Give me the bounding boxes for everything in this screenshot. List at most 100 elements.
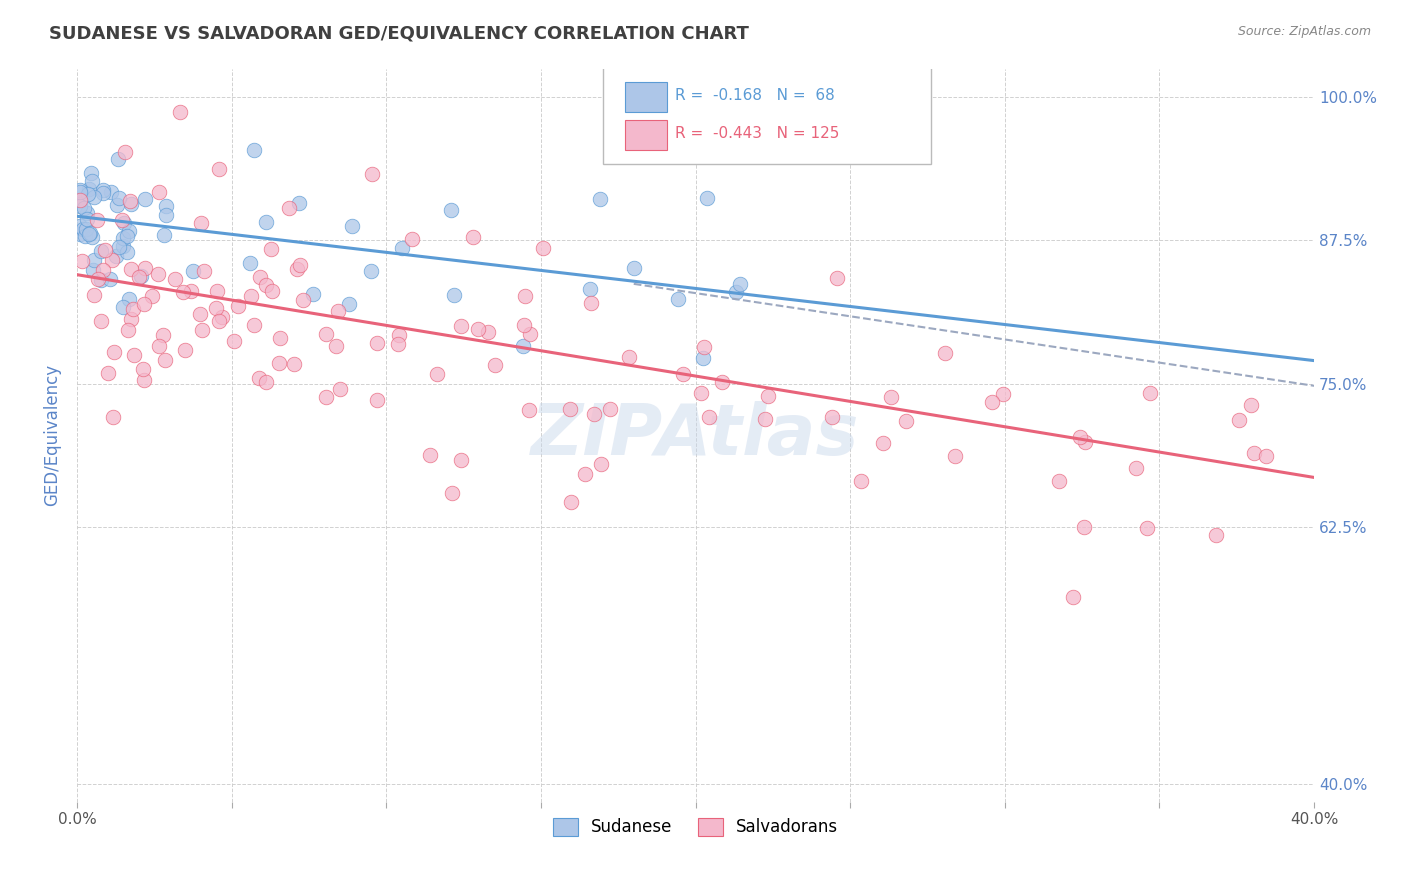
Text: SUDANESE VS SALVADORAN GED/EQUIVALENCY CORRELATION CHART: SUDANESE VS SALVADORAN GED/EQUIVALENCY C…: [49, 25, 749, 43]
Point: [208, 161, 231, 176]
Point: [118, 292, 141, 306]
Point: [72, 222, 94, 236]
Point: [82, 262, 104, 277]
Point: [148, 185, 170, 199]
FancyBboxPatch shape: [626, 82, 666, 112]
Point: [419, 448, 441, 462]
Point: [249, 269, 271, 284]
Point: [401, 232, 423, 246]
Text: Source: ZipAtlas.com: Source: ZipAtlas.com: [1237, 25, 1371, 38]
Point: [288, 196, 311, 211]
Point: [105, 198, 128, 212]
Point: [879, 390, 901, 404]
Point: [467, 322, 489, 336]
Point: [599, 402, 621, 417]
Point: [426, 368, 449, 382]
Point: [512, 339, 534, 353]
Point: [440, 203, 463, 218]
Point: [122, 348, 145, 362]
Point: [79, 227, 101, 241]
Point: [91, 263, 114, 277]
Point: [152, 228, 174, 243]
Point: [730, 277, 752, 291]
Point: [360, 167, 382, 181]
Point: [104, 249, 127, 263]
Point: [269, 331, 291, 345]
Point: [1227, 413, 1250, 427]
Point: [260, 284, 283, 298]
Text: R =  -0.168   N =  68: R = -0.168 N = 68: [675, 88, 834, 103]
Point: [211, 310, 233, 325]
Point: [617, 351, 640, 365]
Point: [180, 285, 202, 299]
Point: [77, 182, 100, 196]
Point: [75, 229, 97, 244]
Point: [153, 353, 176, 368]
Point: [589, 192, 612, 206]
Point: [134, 261, 156, 276]
Point: [77, 227, 100, 241]
Point: [388, 327, 411, 342]
Point: [574, 467, 596, 482]
Legend: Sudanese, Salvadorans: Sudanese, Salvadorans: [544, 809, 846, 845]
Point: [90, 244, 112, 259]
Point: [76, 212, 98, 227]
Point: [484, 359, 506, 373]
Point: [696, 191, 718, 205]
Point: [441, 486, 464, 500]
Point: [100, 252, 122, 267]
Point: [242, 318, 264, 332]
Point: [558, 401, 581, 416]
Point: [80, 230, 103, 244]
Point: [315, 391, 337, 405]
Point: [117, 323, 139, 337]
Point: [302, 287, 325, 301]
Point: [169, 105, 191, 120]
Point: [131, 269, 153, 284]
Point: [1047, 474, 1070, 488]
Point: [517, 402, 540, 417]
Point: [450, 453, 472, 467]
Point: [226, 299, 249, 313]
Point: [582, 407, 605, 421]
Point: [148, 267, 170, 281]
Point: [152, 328, 174, 343]
Point: [76, 205, 98, 219]
Y-axis label: GED/Equivalency: GED/Equivalency: [44, 364, 60, 506]
Point: [387, 337, 409, 351]
Point: [290, 258, 312, 272]
Point: [689, 385, 711, 400]
Point: [872, 436, 894, 450]
Point: [1139, 385, 1161, 400]
Point: [120, 194, 142, 208]
Point: [172, 285, 194, 300]
Point: [94, 243, 117, 257]
Point: [112, 238, 135, 252]
Point: [83, 190, 105, 204]
Point: [477, 326, 499, 340]
Point: [118, 224, 141, 238]
Point: [693, 340, 716, 354]
Point: [247, 370, 270, 384]
Point: [360, 263, 382, 277]
Point: [188, 307, 211, 321]
Point: [1074, 435, 1097, 450]
Point: [77, 186, 100, 201]
Point: [91, 183, 114, 197]
Point: [256, 215, 278, 229]
Point: [112, 216, 135, 230]
Point: [224, 334, 246, 348]
Point: [1069, 430, 1091, 444]
Point: [80, 166, 103, 180]
Point: [1243, 446, 1265, 460]
Point: [122, 301, 145, 316]
Point: [697, 410, 720, 425]
Point: [87, 272, 110, 286]
Point: [991, 387, 1014, 401]
Point: [120, 311, 142, 326]
Point: [1240, 398, 1263, 412]
Point: [278, 201, 301, 215]
Point: [756, 389, 779, 403]
Point: [132, 296, 155, 310]
Point: [69, 193, 91, 207]
